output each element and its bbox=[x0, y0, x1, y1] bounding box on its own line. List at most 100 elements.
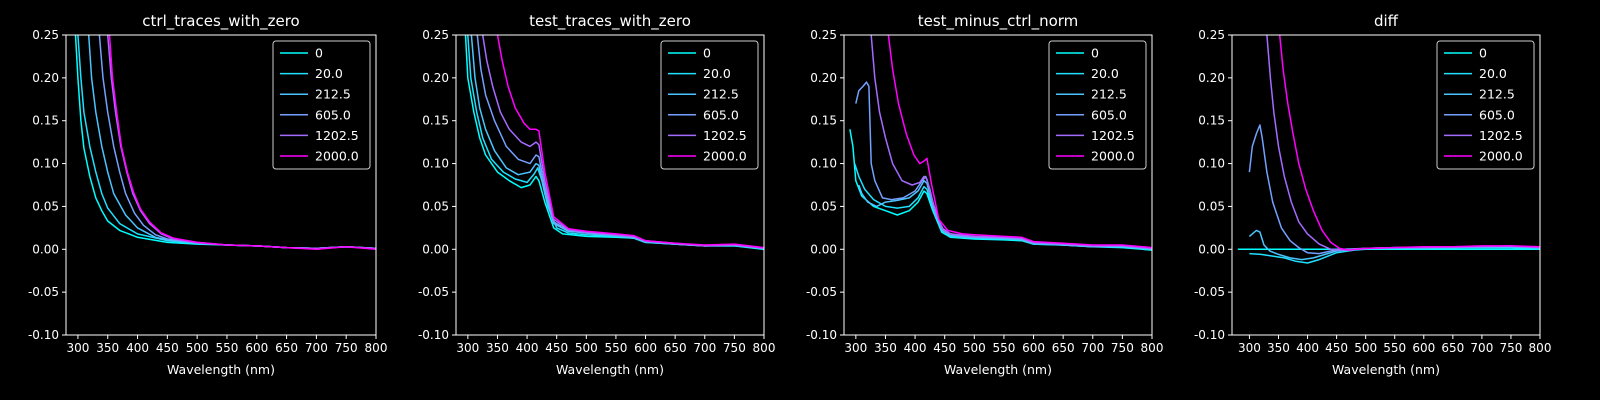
x-tick-label: 650 bbox=[275, 341, 298, 355]
y-tick-label: 0.25 bbox=[810, 28, 837, 42]
y-tick-label: 0.00 bbox=[422, 242, 449, 256]
chart-panel-1: ctrl_traces_with_zero Wavelength (nm) 300 3… bbox=[28, 12, 388, 377]
series-line-605.0 bbox=[476, 35, 764, 250]
legend-label: 1202.5 bbox=[1091, 128, 1135, 143]
y-tick-label: 0.10 bbox=[1198, 157, 1225, 171]
x-tick-label: 650 bbox=[664, 341, 687, 355]
series-line-2000.0 bbox=[496, 35, 764, 249]
y-tick-label: 0.05 bbox=[1198, 199, 1225, 213]
legend-label: 212.5 bbox=[315, 87, 351, 102]
series-line-2000.0 bbox=[887, 35, 1152, 249]
y-tick-label: -0.05 bbox=[28, 285, 59, 299]
chart-panel-2: test_traces_with_zero Wavelength (nm) 300 3… bbox=[418, 12, 776, 377]
chart-title: ctrl_traces_with_zero bbox=[142, 12, 299, 31]
x-tick-label: 700 bbox=[693, 341, 716, 355]
legend-label: 605.0 bbox=[703, 107, 739, 122]
legend-label: 605.0 bbox=[1091, 107, 1127, 122]
y-tick-label: 0.10 bbox=[32, 157, 59, 171]
legend-label: 605.0 bbox=[1479, 107, 1515, 122]
x-tick-label: 500 bbox=[186, 341, 209, 355]
legend-label: 1202.5 bbox=[703, 128, 747, 143]
x-tick-label: 300 bbox=[844, 341, 867, 355]
legend-label: 212.5 bbox=[703, 87, 739, 102]
x-tick-label: 450 bbox=[1325, 341, 1348, 355]
y-tick-label: 0.25 bbox=[422, 28, 449, 42]
x-tick-label: 650 bbox=[1052, 341, 1075, 355]
legend-label: 0 bbox=[703, 46, 711, 61]
legend-label: 2000.0 bbox=[1479, 149, 1523, 164]
x-tick-label: 550 bbox=[604, 341, 627, 355]
chart-title: test_minus_ctrl_norm bbox=[918, 12, 1079, 31]
axes-frame bbox=[1231, 34, 1541, 336]
chart-title: test_traces_with_zero bbox=[529, 12, 691, 31]
legend: 0 20.0 212.5 605.0 1202.5 2000.0 bbox=[272, 40, 371, 170]
y-tick-label: 0.20 bbox=[422, 71, 449, 85]
x-tick-label: 450 bbox=[933, 341, 956, 355]
x-tick-label: 550 bbox=[992, 341, 1015, 355]
x-axis-label: Wavelength (nm) bbox=[1332, 362, 1440, 377]
legend-label: 0 bbox=[1091, 46, 1099, 61]
y-tick-label: 0.05 bbox=[810, 199, 837, 213]
y-tick-label: 0.15 bbox=[810, 114, 837, 128]
y-tick-label: 0.15 bbox=[422, 114, 449, 128]
legend-label: 20.0 bbox=[1479, 66, 1507, 81]
legend-label: 212.5 bbox=[1091, 87, 1127, 102]
y-tick-label: -0.05 bbox=[1194, 285, 1225, 299]
x-tick-label: 800 bbox=[753, 341, 776, 355]
y-tick-label: 0.25 bbox=[1198, 28, 1225, 42]
x-tick-label: 450 bbox=[545, 341, 568, 355]
x-tick-label: 550 bbox=[1383, 341, 1406, 355]
series-line-2000.0 bbox=[1278, 35, 1540, 251]
y-tick-label: 0.10 bbox=[810, 157, 837, 171]
x-tick-label: 750 bbox=[335, 341, 358, 355]
x-tick-label: 600 bbox=[245, 341, 268, 355]
x-tick-label: 500 bbox=[963, 341, 986, 355]
legend: 0 20.0 212.5 605.0 1202.5 2000.0 bbox=[1048, 40, 1147, 170]
y-tick-label: 0.15 bbox=[32, 114, 59, 128]
series-line-1202.5 bbox=[870, 35, 1152, 250]
x-tick-label: 350 bbox=[486, 341, 509, 355]
x-axis-label: Wavelength (nm) bbox=[556, 362, 664, 377]
axes-frame bbox=[65, 34, 377, 336]
x-tick-label: 700 bbox=[305, 341, 328, 355]
series-line-2000.0 bbox=[108, 35, 376, 251]
y-tick-label: 0.05 bbox=[422, 199, 449, 213]
x-axis-label: Wavelength (nm) bbox=[944, 362, 1052, 377]
legend-label: 0 bbox=[1479, 46, 1487, 61]
y-tick-label: 0.20 bbox=[810, 71, 837, 85]
x-tick-label: 500 bbox=[1354, 341, 1377, 355]
y-tick-label: 0.20 bbox=[32, 71, 59, 85]
x-tick-label: 500 bbox=[575, 341, 598, 355]
x-tick-label: 350 bbox=[96, 341, 119, 355]
x-tick-label: 700 bbox=[1081, 341, 1104, 355]
x-tick-label: 350 bbox=[1267, 341, 1290, 355]
x-tick-label: 300 bbox=[456, 341, 479, 355]
y-tick-label: -0.10 bbox=[1194, 328, 1225, 342]
legend-label: 212.5 bbox=[1479, 87, 1515, 102]
x-tick-label: 600 bbox=[1412, 341, 1435, 355]
y-tick-label: 0.25 bbox=[32, 28, 59, 42]
legend-label: 605.0 bbox=[315, 107, 351, 122]
legend: 0 20.0 212.5 605.0 1202.5 2000.0 bbox=[660, 40, 759, 170]
axes-frame bbox=[455, 34, 765, 336]
x-axis-label: Wavelength (nm) bbox=[167, 362, 275, 377]
y-tick-label: 0.00 bbox=[32, 242, 59, 256]
legend-label: 2000.0 bbox=[315, 149, 359, 164]
y-tick-label: 0.05 bbox=[32, 199, 59, 213]
chart-panel-3: test_minus_ctrl_norm Wavelength (nm) 300 35… bbox=[806, 12, 1164, 377]
x-tick-label: 550 bbox=[216, 341, 239, 355]
series-line-605.0 bbox=[855, 81, 1152, 250]
y-tick-label: -0.05 bbox=[418, 285, 449, 299]
legend-label: 1202.5 bbox=[315, 128, 359, 143]
x-tick-label: 700 bbox=[1470, 341, 1493, 355]
legend-label: 1202.5 bbox=[1479, 128, 1523, 143]
y-tick-label: 0.20 bbox=[1198, 71, 1225, 85]
x-tick-label: 600 bbox=[634, 341, 657, 355]
y-tick-label: 0.00 bbox=[810, 242, 837, 256]
axes-frame bbox=[843, 34, 1153, 336]
x-tick-label: 400 bbox=[904, 341, 927, 355]
y-tick-label: 0.10 bbox=[422, 157, 449, 171]
x-tick-label: 450 bbox=[156, 341, 179, 355]
legend-label: 0 bbox=[315, 46, 323, 61]
